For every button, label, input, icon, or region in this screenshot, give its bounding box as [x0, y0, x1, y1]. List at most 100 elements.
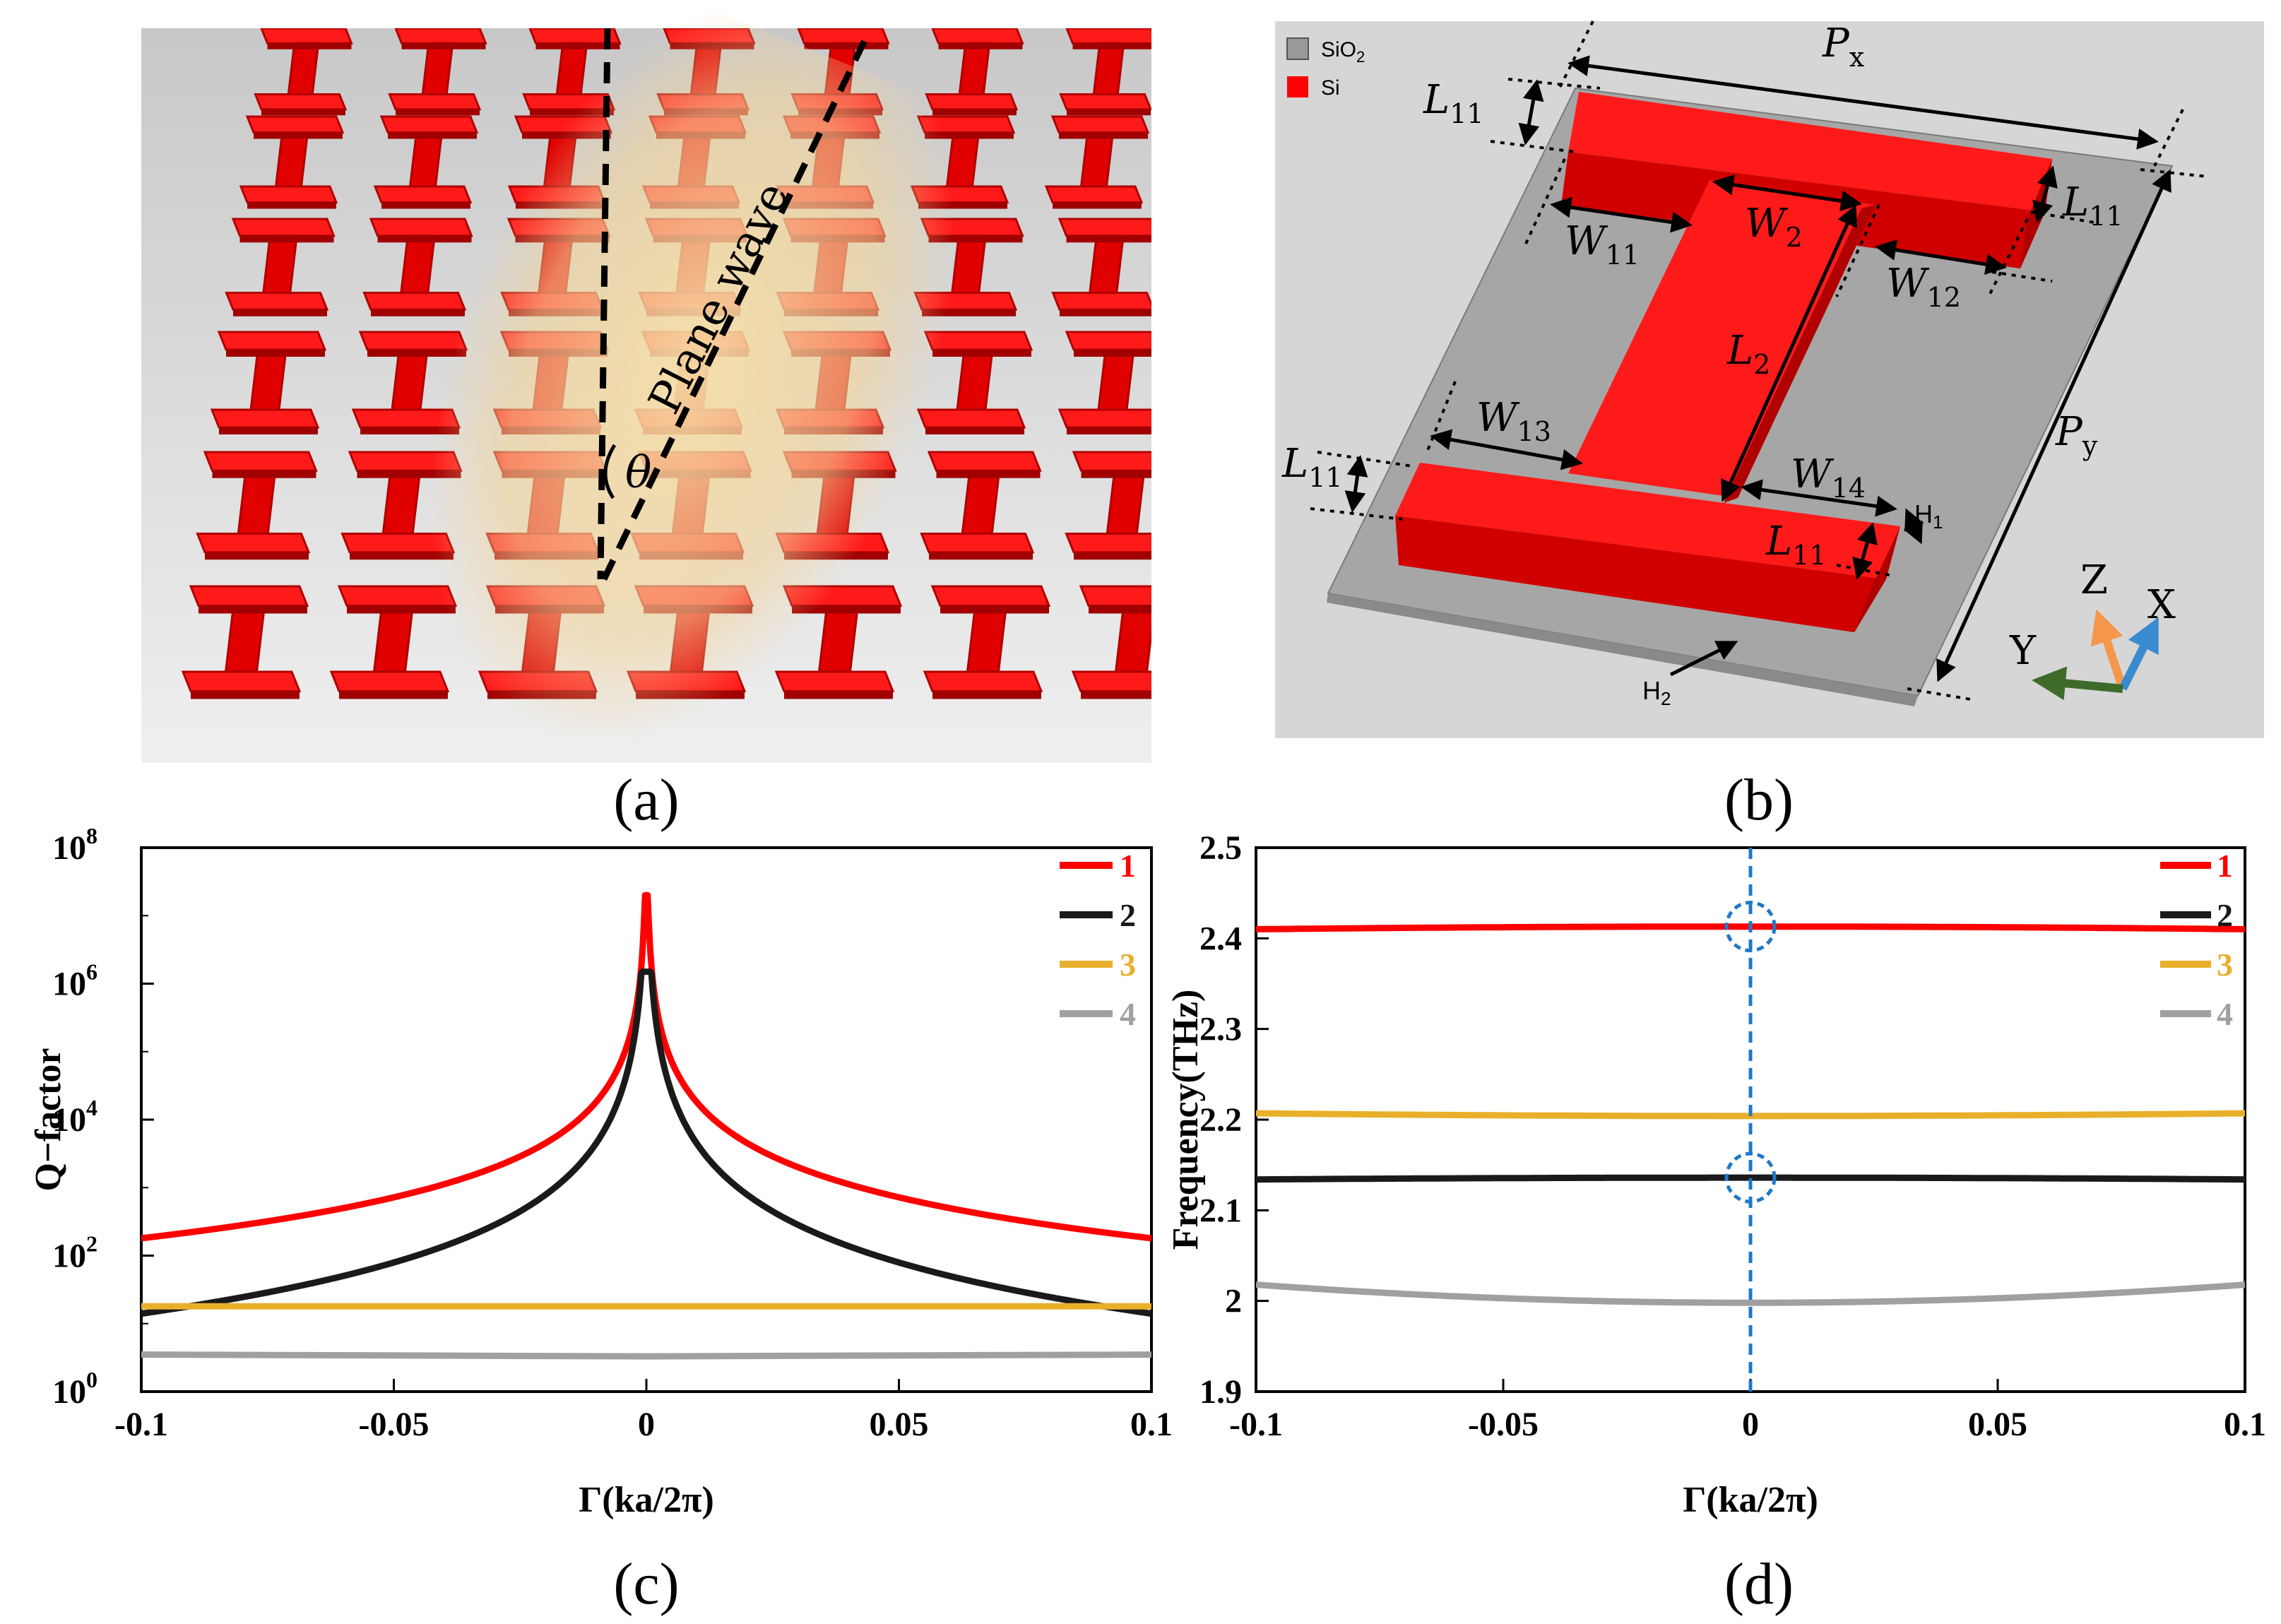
w13-label: W13	[1476, 395, 1551, 447]
legend-si-label: Si	[1321, 76, 1340, 100]
y-axis-label: Y	[2009, 628, 2037, 674]
h1-label: H1	[1914, 499, 1943, 533]
chart-c-legend: 1 2 3 4	[1060, 848, 1136, 1032]
chart-c-ytick-label: 108	[52, 823, 97, 867]
ibeam-unit	[196, 451, 318, 560]
y-axis-arrow	[2032, 666, 2123, 701]
chart-c-ticks: -0.1 -0.05 0 0.05 0.1 100 102 104 106 108	[52, 823, 1173, 1443]
w12-label: W12	[1886, 261, 1961, 313]
chart-d-xtick-label: 0.1	[2224, 1406, 2266, 1443]
chart-c-xtick-label: -0.05	[359, 1406, 429, 1443]
chart-d-ytick-label: 2.2	[1199, 1101, 1242, 1139]
legend-sio2-swatch	[1286, 37, 1309, 60]
chart-c-legend-label: 4	[1120, 996, 1136, 1032]
ibeam-unit	[239, 115, 345, 209]
z-axis-label: Z	[2080, 557, 2108, 603]
l11-top-left-label: L11	[1423, 77, 1484, 129]
chart-d-xtick-label: 0	[1742, 1406, 1759, 1443]
w2-label: W2	[1745, 201, 1803, 253]
chart-d-series-2	[1256, 1174, 2245, 1183]
chart-c-xtick-label: 0.1	[1130, 1406, 1173, 1443]
ibeam-unit	[254, 28, 353, 116]
bottom-bar-top	[1395, 463, 1900, 579]
chart-q-factor: -0.1 -0.05 0 0.05 0.1 100 102 104 106 108 1 2 3 4 Γ(…	[28, 823, 1173, 1520]
chart-d-legend: 1 2 3 4	[2160, 848, 2233, 1032]
chart-d-xtick-label: -0.05	[1468, 1406, 1539, 1443]
chart-c-series-1	[141, 891, 1151, 1242]
legend-sio2-label: SiO2	[1321, 38, 1365, 66]
chart-c-ytick-label: 104	[52, 1095, 97, 1139]
px-label: Px	[1822, 20, 1864, 73]
chart-c-ytick-label: 100	[52, 1367, 97, 1411]
ibeam-unit	[923, 585, 1051, 699]
chart-c-series	[141, 891, 1151, 1360]
chart-c-series-2	[141, 968, 1151, 1317]
h2-label: H2	[1642, 676, 1671, 709]
panel-b: SiO2 Si	[1275, 20, 2264, 738]
chart-d-xtick-label: -0.1	[1229, 1406, 1283, 1443]
x-axis-label: X	[2147, 582, 2176, 628]
bottom-bar-front	[1395, 516, 1886, 632]
chart-c-xlabel: Γ(ka/2π)	[579, 1480, 714, 1520]
w14-label: W14	[1791, 451, 1866, 504]
l11-bottom-left-label: L11	[1281, 441, 1343, 493]
caption-b: (b)	[1724, 767, 1794, 833]
z-axis-arrow	[2090, 609, 2127, 690]
substrate-edge	[1327, 593, 1918, 706]
chart-c-series-4	[141, 1351, 1151, 1360]
chart-c-legend-label: 1	[1120, 848, 1136, 884]
chart-d-legend-label: 2	[2217, 897, 2233, 933]
caption-d: (d)	[1724, 1551, 1794, 1617]
ibeam-unit	[373, 115, 479, 209]
ibeam-unit	[225, 218, 336, 316]
l11-top-right-label: L11	[2062, 179, 2123, 232]
coordinate-axes: Z X Y	[2009, 557, 2176, 701]
chart-d-ylabel: Frequency(THz)	[1166, 990, 1206, 1250]
ibeam-unit	[925, 28, 1024, 116]
chart-c-xtick-label: -0.1	[114, 1406, 168, 1443]
ibeam-unit	[920, 451, 1042, 560]
chart-c-plot-area	[140, 846, 1153, 1393]
legend-si-swatch	[1287, 76, 1308, 97]
w11-label: W11	[1565, 218, 1640, 271]
ibeam-unit	[1051, 218, 1151, 316]
chart-d-ytick-label: 1.9	[1199, 1373, 1242, 1411]
chart-d-xlabel: Γ(ka/2π)	[1683, 1480, 1818, 1520]
chart-c-ytick-label: 102	[52, 1231, 97, 1275]
ibeam-unit	[329, 585, 458, 699]
plane-wave-beam	[430, 0, 954, 745]
x-axis-arrow	[2119, 617, 2159, 691]
chart-c-xtick-label: 0	[638, 1406, 655, 1443]
chart-d-legend-label: 3	[2217, 947, 2233, 983]
chart-d-annotations	[1724, 848, 1777, 1392]
chart-c-xtick-label: 0.05	[870, 1406, 929, 1443]
chart-c-ytick-label: 106	[52, 959, 97, 1003]
panel-a: θ Plane wave	[141, 0, 1151, 763]
chart-d-ytick-label: 2.4	[1199, 920, 1242, 957]
dimension-lines	[1344, 55, 2172, 682]
ibeam-unit	[1044, 115, 1150, 209]
caption-a: (a)	[613, 767, 679, 833]
chart-d-bic-circle	[1724, 901, 1777, 953]
normal-dashed-line	[597, 28, 611, 580]
ibeam-unit	[210, 331, 327, 434]
chart-d-bic-circle	[1724, 1151, 1777, 1204]
ibeam-unit	[1057, 331, 1151, 434]
ibeam-unit	[1059, 28, 1151, 116]
chart-frequency: -0.1 -0.05 0 0.05 0.1 1.9 2 2.1 2.2 2.3 2.4 2.5 1 2 3…	[1166, 829, 2266, 1520]
l2-label: L2	[1726, 328, 1770, 380]
chart-d-series-4	[1256, 1281, 2245, 1306]
angle-label: θ	[625, 446, 651, 498]
ibeam-unit	[362, 218, 473, 316]
ibeam-unit	[351, 331, 468, 434]
chart-d-ytick-label: 2.1	[1199, 1192, 1242, 1229]
ibeam-unit	[388, 28, 487, 116]
chart-d-legend-label: 4	[2217, 996, 2233, 1032]
ibeam-unit	[181, 585, 309, 699]
chart-c-legend-label: 2	[1120, 897, 1136, 933]
chart-c-ylabel: Q−factor	[28, 1048, 69, 1192]
ibeam-unit	[1071, 585, 1151, 699]
material-legend: SiO2 Si	[1286, 37, 1365, 100]
chart-d-ytick-label: 2.3	[1199, 1011, 1242, 1048]
